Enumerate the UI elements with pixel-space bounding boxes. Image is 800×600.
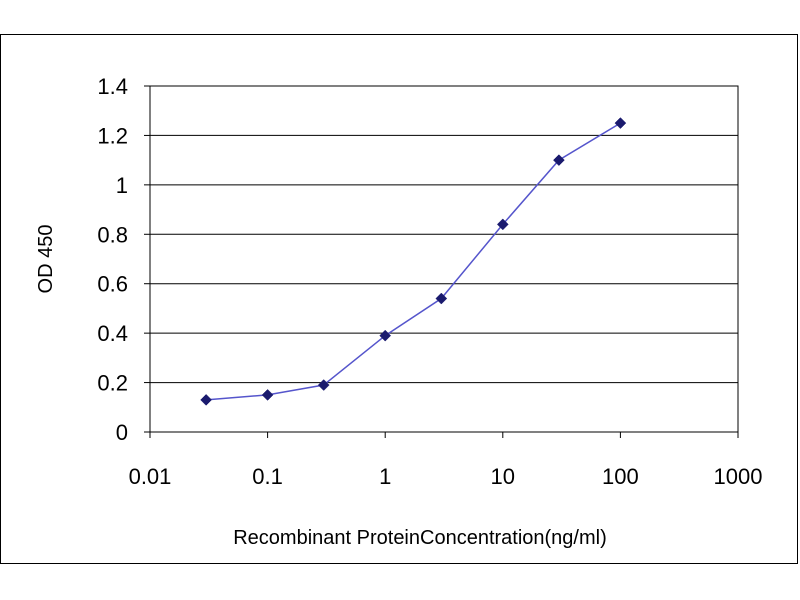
x-tick-label: 1000 <box>714 464 763 489</box>
series-line <box>206 122 621 401</box>
x-tick-label: 0.1 <box>252 464 283 489</box>
x-axis-ticks: 0.01 0.1 1 10 100 1000 <box>129 432 763 489</box>
y-tick-label: 1.4 <box>97 74 128 99</box>
x-tick-label: 0.01 <box>129 464 172 489</box>
y-tick-label: 0 <box>116 420 128 445</box>
y-tick-label: 0.8 <box>97 222 128 247</box>
data-point <box>553 154 565 166</box>
data-point <box>435 292 448 305</box>
data-point <box>614 117 627 129</box>
data-point <box>200 394 212 406</box>
data-point <box>261 389 274 401</box>
plot-area <box>149 85 739 433</box>
y-tick-label: 1.2 <box>97 123 128 148</box>
series-group <box>200 117 627 406</box>
y-tick-label: 0.6 <box>97 272 128 297</box>
x-axis-title: Recombinant ProteinConcentration(ng/ml) <box>233 527 607 549</box>
gridlines <box>150 85 738 384</box>
y-axis-ticks: 0 0.2 0.4 0.6 0.8 1 1.2 1.4 <box>97 74 150 445</box>
data-point <box>317 379 330 391</box>
data-point <box>496 218 509 231</box>
x-tick-label: 1 <box>379 464 391 489</box>
y-tick-label: 0.4 <box>97 321 128 346</box>
x-tick-label: 10 <box>491 464 515 489</box>
y-tick-label: 1 <box>116 173 128 198</box>
data-point <box>379 329 392 342</box>
x-tick-label: 100 <box>602 464 639 489</box>
y-axis-title: OD 450 <box>35 225 57 294</box>
y-tick-label: 0.2 <box>97 371 128 396</box>
